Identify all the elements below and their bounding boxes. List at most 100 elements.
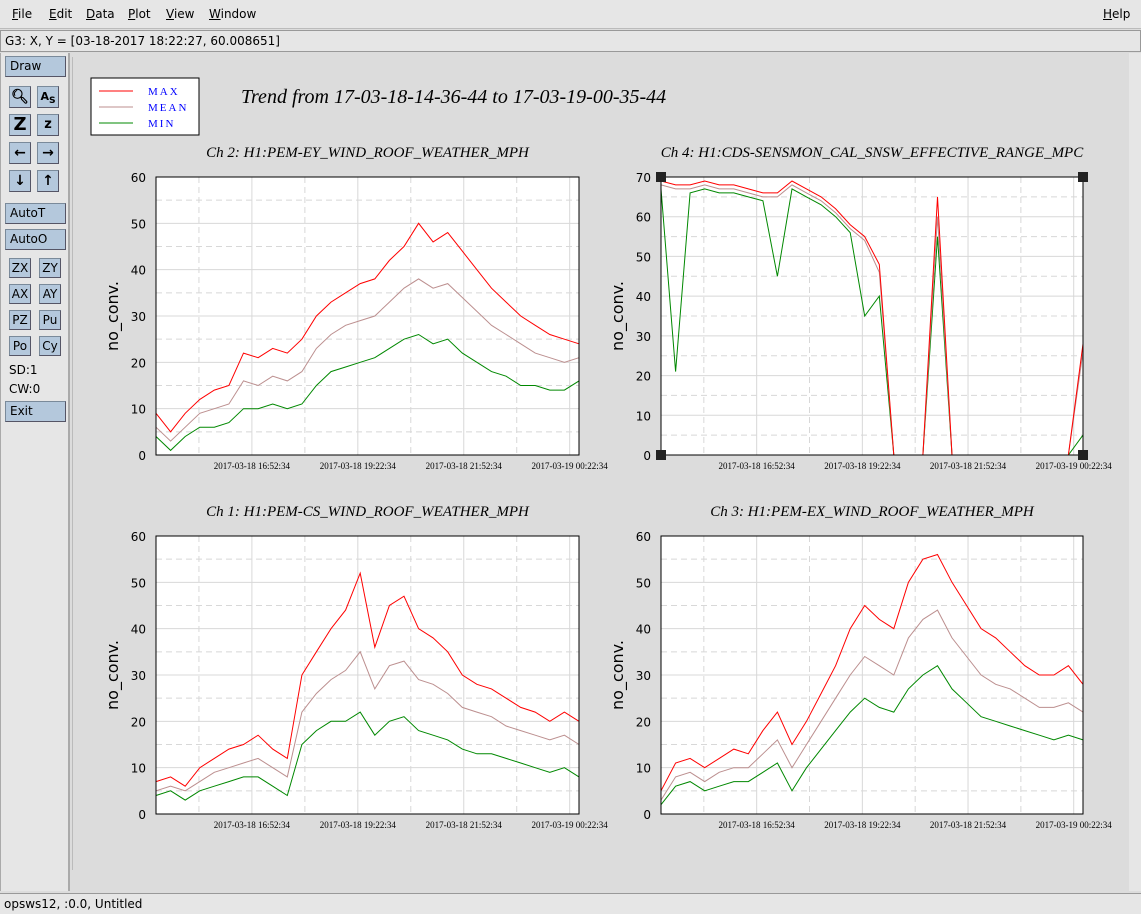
arrow-right-icon[interactable]: → [37, 142, 59, 164]
po-button[interactable]: Po [9, 336, 31, 356]
plot-frame [155, 535, 580, 815]
menu-plot[interactable]: Plot [128, 7, 151, 21]
selection-handle [656, 450, 666, 460]
chart-panel-2: Ch 4: H1:CDS-SENSMON_CAL_SNSW_EFFECTIVE_… [608, 145, 1112, 471]
arrow-up-icon[interactable]: ↑ [37, 170, 59, 192]
y-tick-label: 10 [636, 409, 651, 423]
y-axis-label: no_conv. [608, 281, 628, 351]
y-tick-label: 10 [636, 762, 651, 776]
text-scale-icon[interactable]: AS [37, 86, 59, 108]
series-line-mean [660, 609, 1084, 801]
y-tick-label: 70 [636, 171, 651, 185]
x-tick-label: 2017-03-18 21:52:34 [426, 461, 503, 471]
y-tick-label: 50 [636, 250, 651, 264]
x-tick-label: 2017-03-18 19:22:34 [320, 820, 397, 830]
y-tick-label: 60 [131, 530, 146, 544]
y-tick-label: 20 [131, 715, 146, 729]
right-border [1129, 53, 1141, 891]
y-tick-label: 10 [131, 403, 146, 417]
series-line-max [155, 571, 580, 787]
x-tick-label: 2017-03-19 00:22:34 [532, 461, 609, 471]
menu-edit[interactable]: Edit [49, 7, 73, 21]
legend-label-min: MIN [148, 118, 175, 130]
series-line-max [660, 553, 1084, 792]
chart-main-title: Trend from 17-03-18-14-36-44 to 17-03-19… [241, 86, 666, 108]
y-axis-label: no_conv. [608, 640, 628, 710]
zoom-out-z-icon[interactable]: z [37, 114, 59, 136]
y-tick-label: 50 [131, 576, 146, 590]
plot-area[interactable]: MAX MEAN MIN Trend from 17-03-18-14-36-44 t… [72, 57, 1128, 870]
y-tick-label: 0 [643, 449, 651, 463]
x-tick-label: 2017-03-18 21:52:34 [930, 461, 1007, 471]
plot-frame [660, 535, 1084, 815]
series-line-mean [155, 650, 580, 792]
chart-panel-1: Ch 2: H1:PEM-EY_WIND_ROOF_WEATHER_MPH 0 10… [103, 145, 608, 471]
y-tick-label: 60 [636, 530, 651, 544]
magnify-icon[interactable]: 🔍︎ [9, 86, 31, 108]
x-tick-label: 2017-03-18 21:52:34 [930, 820, 1007, 830]
y-tick-label: 20 [636, 715, 651, 729]
zx-button[interactable]: ZX [9, 258, 31, 278]
status-bar: opsws12, :0.0, Untitled [0, 893, 1141, 914]
menu-view[interactable]: View [166, 7, 195, 21]
chart-title: Ch 3: H1:PEM-EX_WIND_ROOF_WEATHER_MPH [710, 504, 1035, 520]
legend-label-max: MAX [148, 86, 180, 98]
y-tick-label: 30 [131, 669, 146, 683]
series-line-mean [155, 278, 580, 442]
ax-button[interactable]: AX [9, 284, 31, 304]
trend-plot[interactable]: MAX MEAN MIN Trend from 17-03-18-14-36-44 t… [73, 57, 1129, 870]
draw-button[interactable]: Draw [5, 56, 66, 77]
selection-handle [1078, 450, 1088, 460]
y-tick-label: 60 [636, 211, 651, 225]
chart-title: Ch 1: H1:PEM-CS_WIND_ROOF_WEATHER_MPH [206, 504, 530, 520]
y-tick-label: 50 [636, 576, 651, 590]
series-line-min [660, 665, 1084, 806]
y-tick-label: 40 [636, 623, 651, 637]
autoo-button[interactable]: AutoO [5, 229, 66, 250]
pz-button[interactable]: PZ [9, 310, 31, 330]
coordinate-readout: G3: X, Y = [03-18-2017 18:22:27, 60.0086… [0, 30, 1141, 52]
selection-handle [1078, 172, 1088, 182]
menu-window[interactable]: Window [209, 7, 257, 21]
menu-bar: File Edit Data Plot View Window Help [0, 0, 1141, 29]
x-tick-label: 2017-03-18 16:52:34 [719, 820, 796, 830]
exit-button[interactable]: Exit [5, 401, 66, 422]
x-tick-label: 2017-03-18 19:22:34 [824, 461, 901, 471]
arrow-left-icon[interactable]: ← [9, 142, 31, 164]
pu-button[interactable]: Pu [39, 310, 61, 330]
y-tick-label: 40 [636, 290, 651, 304]
legend-label-mean: MEAN [148, 102, 188, 114]
menu-help[interactable]: Help [1103, 7, 1131, 21]
x-tick-label: 2017-03-18 19:22:34 [824, 820, 901, 830]
chart-title: Ch 2: H1:PEM-EY_WIND_ROOF_WEATHER_MPH [206, 145, 530, 161]
sd-label: SD:1 [9, 363, 38, 377]
y-tick-label: 20 [636, 370, 651, 384]
y-tick-label: 30 [131, 310, 146, 324]
y-tick-label: 40 [131, 264, 146, 278]
autot-button[interactable]: AutoT [5, 203, 66, 224]
x-tick-label: 2017-03-18 21:52:34 [426, 820, 503, 830]
tool-panel: Draw 🔍︎ AS Z z ← → ↓ ↑ AutoT AutoO ZX ZY… [0, 53, 70, 891]
menu-file[interactable]: File [12, 7, 33, 21]
y-tick-label: 60 [131, 171, 146, 185]
y-tick-label: 10 [131, 762, 146, 776]
ay-button[interactable]: AY [39, 284, 61, 304]
x-tick-label: 2017-03-18 19:22:34 [320, 461, 397, 471]
y-axis-label: no_conv. [103, 281, 123, 351]
series-line-min [155, 333, 580, 452]
y-axis-label: no_conv. [103, 640, 123, 710]
x-tick-label: 2017-03-19 00:22:34 [1036, 461, 1113, 471]
arrow-down-icon[interactable]: ↓ [9, 170, 31, 192]
cw-label: CW:0 [9, 382, 41, 396]
x-tick-label: 2017-03-18 16:52:34 [719, 461, 796, 471]
series-line-max [155, 222, 580, 433]
x-tick-label: 2017-03-19 00:22:34 [532, 820, 609, 830]
chart-panel-3: Ch 1: H1:PEM-CS_WIND_ROOF_WEATHER_MPH 0 10… [103, 504, 608, 830]
zoom-in-z-icon[interactable]: Z [9, 114, 31, 136]
cy-button[interactable]: Cy [39, 336, 61, 356]
plot-frame [660, 176, 1084, 456]
zy-button[interactable]: ZY [39, 258, 61, 278]
plot-frame [155, 176, 580, 456]
menu-data[interactable]: Data [86, 7, 115, 21]
y-tick-label: 20 [131, 356, 146, 370]
